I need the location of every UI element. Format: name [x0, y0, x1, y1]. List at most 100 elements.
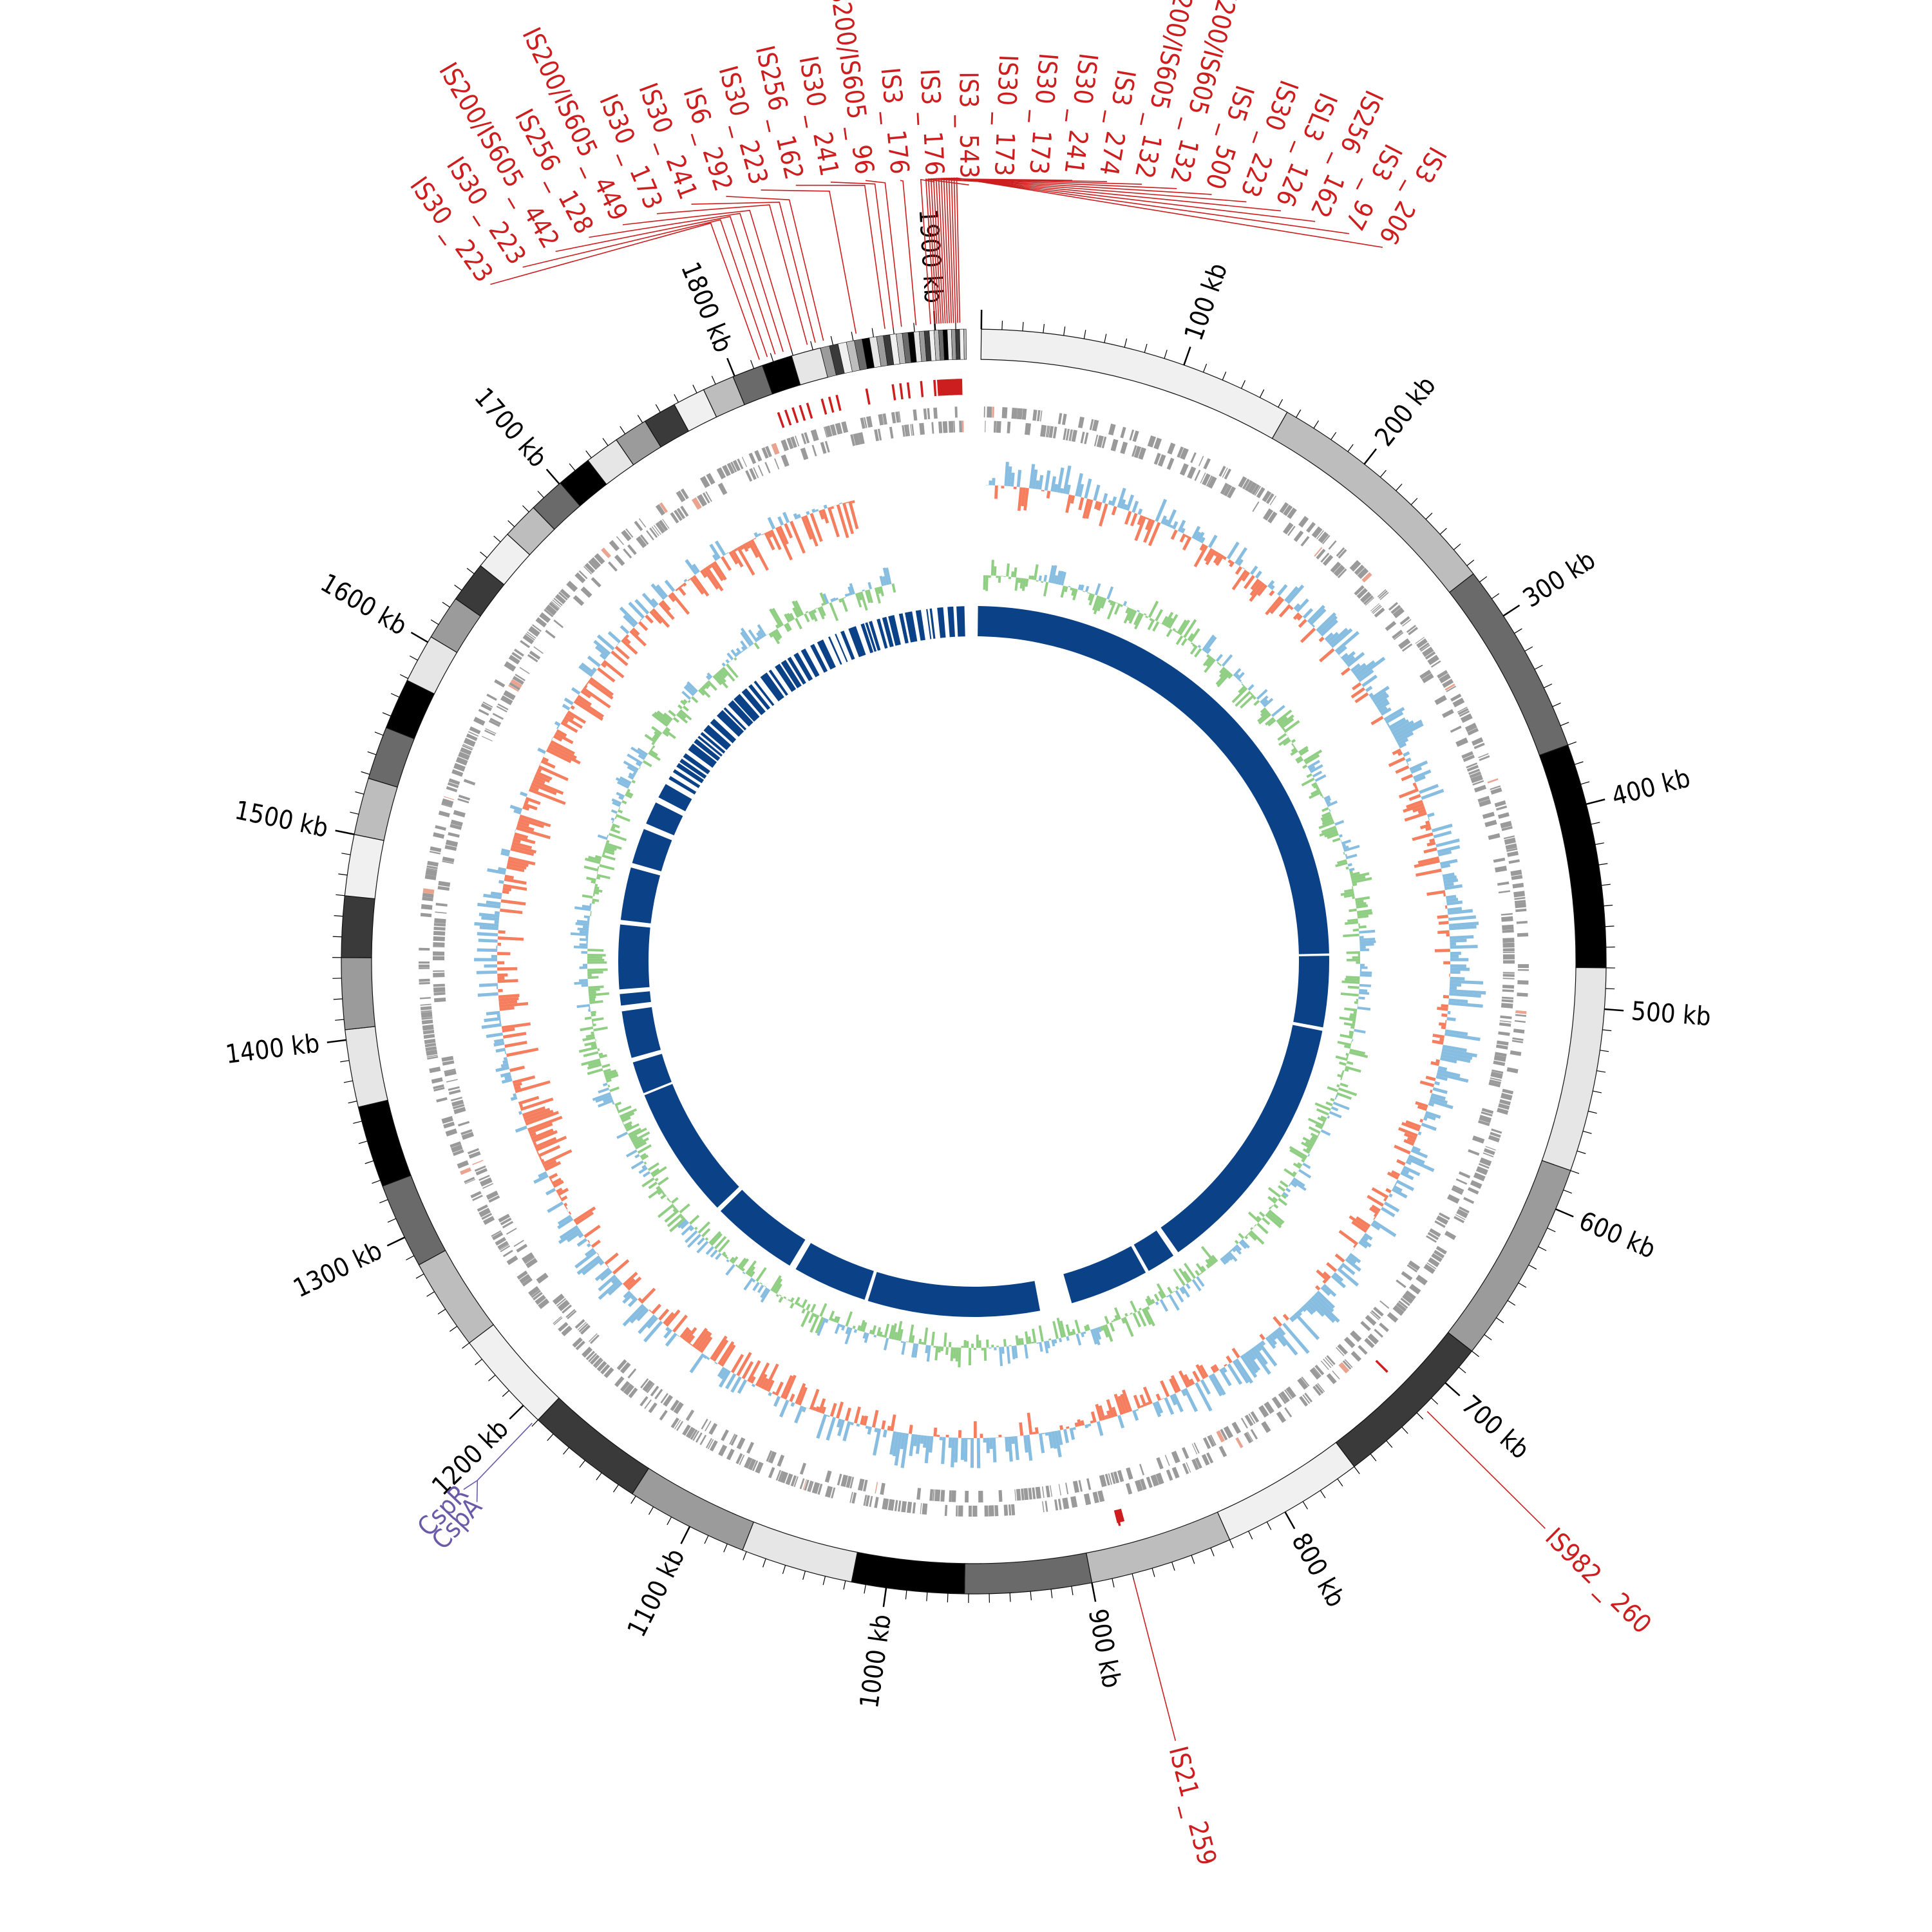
cds-feature — [857, 1478, 865, 1491]
cds-feature — [1402, 619, 1412, 627]
cds-feature — [1191, 1459, 1200, 1470]
gc-content-bin — [772, 608, 784, 627]
cds-feature — [1490, 1071, 1503, 1079]
cds-feature — [996, 421, 1001, 433]
gc-skew-bin — [1152, 1402, 1162, 1417]
gc-skew-bin — [1232, 1359, 1249, 1384]
minor-tick — [1563, 1189, 1572, 1194]
gc-skew-bin — [1224, 1363, 1227, 1367]
gc-skew-bin — [520, 1097, 554, 1111]
gc-content-bin — [1283, 1168, 1296, 1178]
cds-feature — [492, 712, 504, 720]
cds-feature — [1050, 1485, 1052, 1497]
gc-skew-bin — [523, 1108, 551, 1120]
gc-content-bin — [918, 1338, 922, 1345]
gc-content-bin — [630, 1135, 638, 1141]
gc-skew-bin — [1311, 624, 1315, 628]
gc-content-bin — [1325, 797, 1332, 802]
minor-tick — [1574, 761, 1584, 765]
gc-content-bin — [1125, 607, 1130, 614]
gc-content-bin — [697, 688, 705, 696]
gc-skew-bin — [1385, 711, 1404, 724]
cds-feature — [422, 1030, 435, 1035]
gc-content-bin — [1084, 1325, 1088, 1332]
gc-content-bin — [1001, 1347, 1005, 1354]
gc-content-bin — [1359, 966, 1368, 969]
gc-content-bin — [1359, 948, 1369, 951]
cds-feature — [1364, 1338, 1375, 1349]
gc-content-bin — [606, 840, 610, 844]
cds-feature — [480, 1177, 493, 1187]
gc-skew-bin — [980, 1434, 983, 1438]
gc-skew-bin — [1320, 619, 1338, 637]
gc-content-bin — [1318, 820, 1335, 829]
gc-skew-bin — [804, 515, 819, 547]
gc-skew-bin — [527, 1115, 563, 1132]
gc-content-bin — [1137, 1311, 1147, 1327]
gc-content-bin — [1309, 765, 1316, 772]
gc-skew-bin — [1137, 508, 1143, 515]
gc-skew-bin — [793, 513, 799, 520]
cds-feature — [1467, 728, 1479, 736]
gc-skew-bin — [1414, 785, 1418, 790]
gc-content-bin — [755, 1267, 767, 1282]
gc-content-bin — [1080, 584, 1084, 591]
gc-content-bin — [911, 1343, 916, 1358]
cds-feature — [895, 412, 900, 423]
cds-feature — [554, 594, 566, 605]
cds-feature — [1490, 785, 1501, 790]
gene-leader-line — [476, 1480, 478, 1502]
gc-content-bin — [587, 974, 592, 977]
cds-feature — [1459, 1206, 1470, 1214]
gc-skew-bin — [1381, 1206, 1396, 1218]
gc-skew-bin — [1363, 1233, 1373, 1241]
cds-feature — [1350, 1350, 1361, 1362]
gc-content-bin — [1220, 1257, 1227, 1265]
cds-feature — [1510, 1050, 1522, 1056]
gc-skew-bin — [1250, 578, 1260, 591]
cds-feature — [1502, 938, 1515, 943]
homology-block — [905, 611, 918, 643]
gc-content-bin — [605, 842, 622, 850]
gc-content-bin — [1133, 612, 1142, 625]
gc-skew-bin — [1164, 1397, 1175, 1415]
gc-content-bin — [1024, 1344, 1028, 1359]
minor-tick — [579, 1460, 585, 1468]
cds-feature — [1517, 992, 1528, 997]
gc-content-bin — [741, 1267, 745, 1272]
gc-content-bin — [1072, 589, 1078, 601]
gc-content-bin — [611, 798, 622, 805]
gc-skew-bin — [1398, 1127, 1418, 1137]
gc-skew-bin — [1245, 1351, 1261, 1371]
gc-content-bin — [614, 816, 617, 819]
cds-feature — [1117, 1470, 1124, 1482]
gc-content-bin — [790, 1297, 795, 1303]
gc-skew-bin — [598, 1260, 605, 1266]
gc-content-bin — [872, 588, 875, 589]
gc-content-bin — [615, 1105, 619, 1109]
gc-content-bin — [864, 1332, 869, 1343]
cds-feature — [623, 1383, 634, 1396]
gc-skew-bin — [516, 823, 535, 831]
cds-feature — [1502, 978, 1515, 980]
cds-feature — [1216, 1430, 1225, 1443]
minor-tick — [1514, 628, 1522, 634]
gc-skew-bin — [1446, 895, 1457, 900]
gc-content-bin — [723, 1254, 728, 1258]
gc-content-bin — [1307, 759, 1320, 769]
minor-tick — [450, 1325, 458, 1332]
cds-feature — [420, 1006, 432, 1010]
gc-content-bin — [1346, 1056, 1349, 1059]
gc-skew-bin — [536, 768, 542, 773]
gc-content-bin — [849, 583, 855, 595]
gc-content-bin — [621, 800, 627, 804]
homology-block — [817, 639, 836, 670]
cds-feature — [910, 424, 913, 436]
cds-feature — [1416, 1274, 1428, 1285]
is-leader-line — [943, 178, 1212, 323]
cds-feature — [1283, 504, 1293, 516]
gc-content-bin — [1092, 1328, 1101, 1345]
gc-skew-bin — [1160, 515, 1167, 525]
gc-skew-bin — [1120, 499, 1126, 509]
tick-label: 200 kb — [1369, 371, 1442, 452]
